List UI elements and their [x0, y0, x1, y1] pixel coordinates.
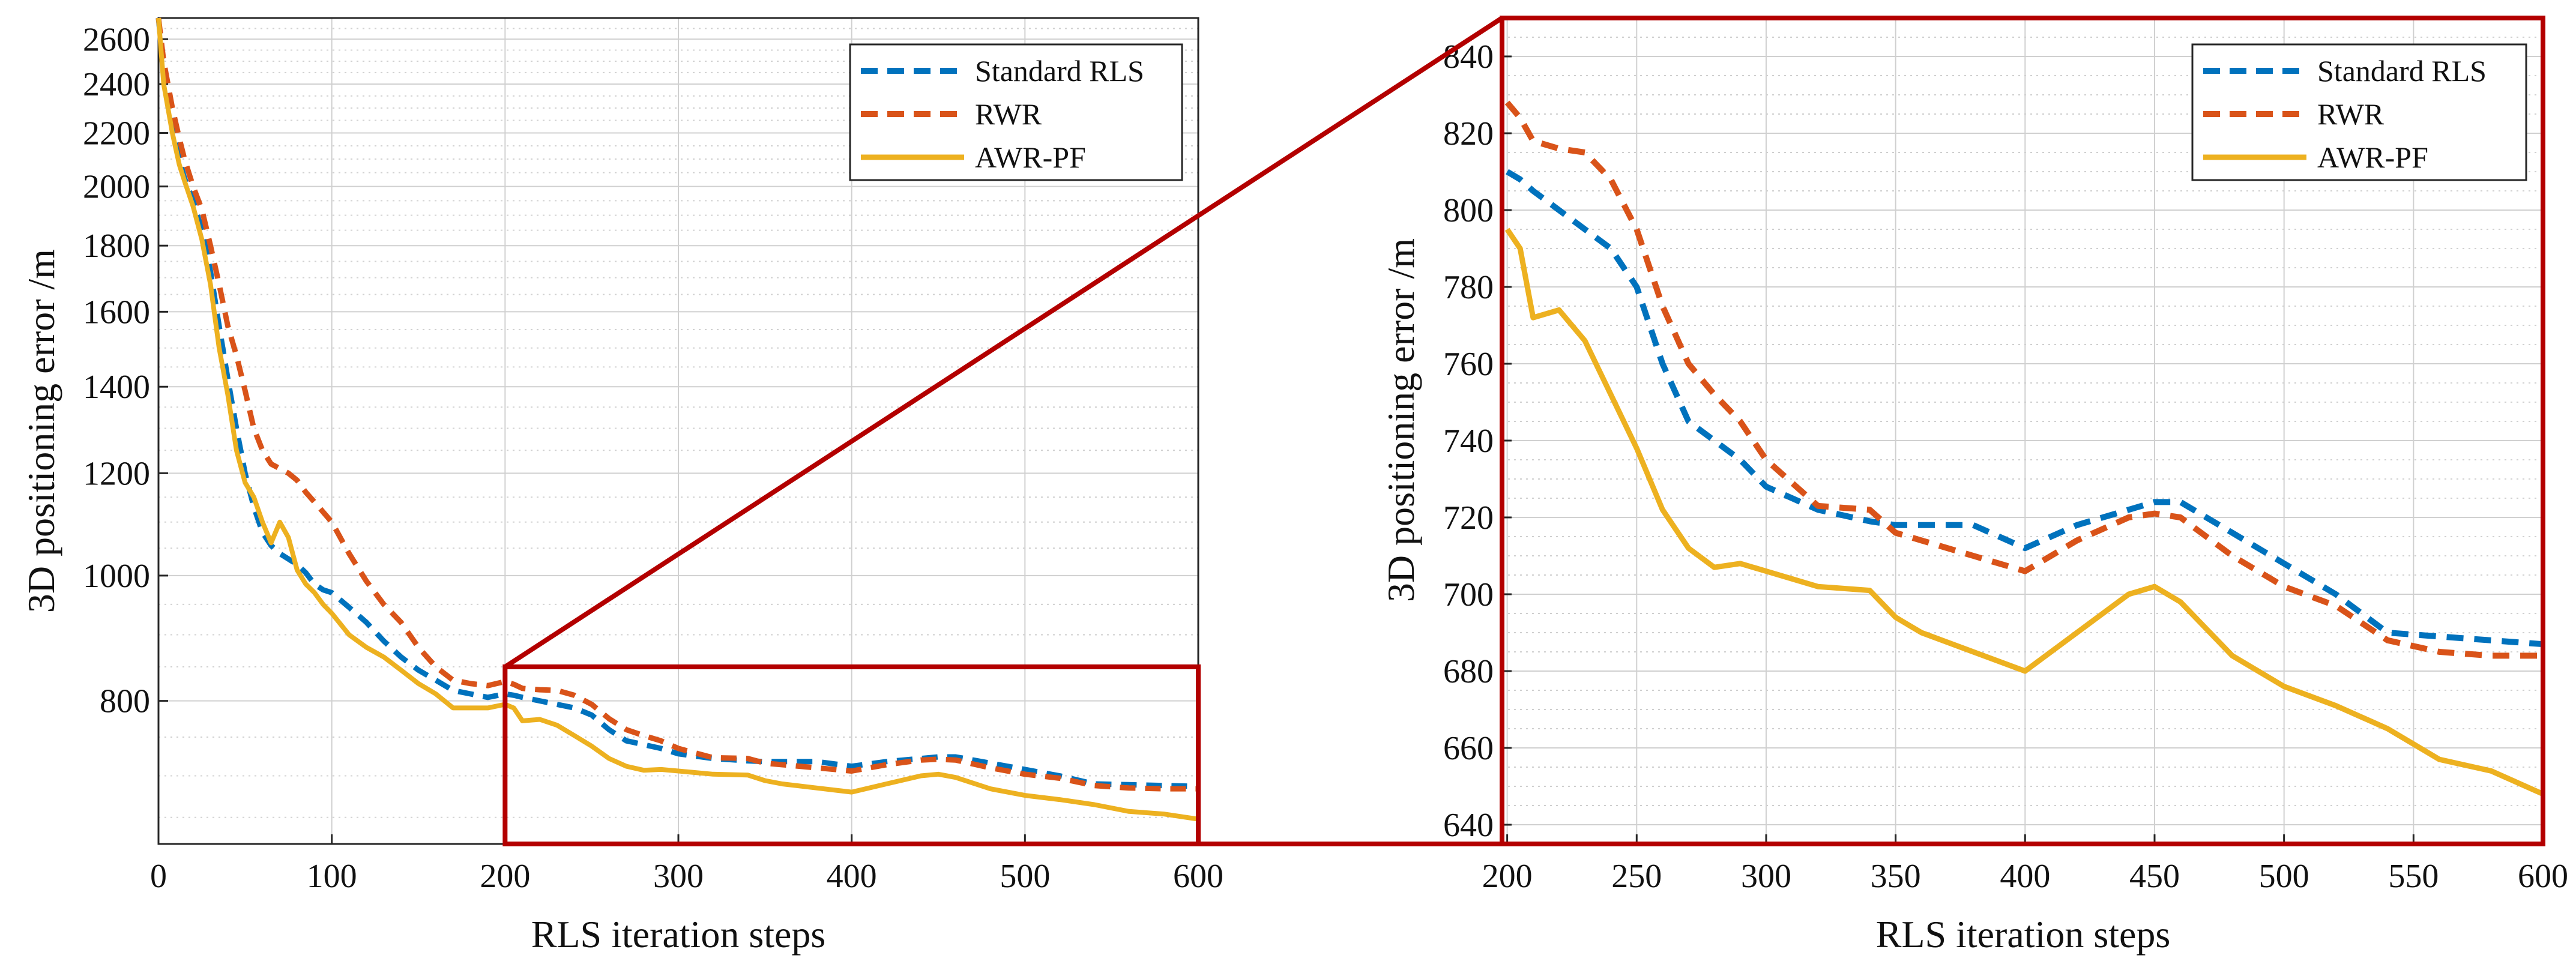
legend-label: AWR-PF: [2317, 140, 2428, 174]
zoom-indicator: [502, 16, 1504, 846]
left-series: [155, 17, 1199, 822]
left-y-tick-label: 1200: [83, 455, 150, 492]
right-series-line-rwr: [1504, 100, 2543, 659]
left-x-tick-label: 400: [827, 858, 877, 895]
right-y-tick-label: 840: [1443, 38, 1494, 76]
left-y-tick-label: 1400: [83, 369, 150, 406]
left-x-tick-label: 300: [653, 858, 704, 895]
legend-label: RWR: [2317, 97, 2384, 131]
right-x-tick-label: 300: [1741, 858, 1791, 895]
left-y-tick-label: 2400: [83, 66, 150, 103]
legend-label: AWR-PF: [975, 140, 1086, 174]
right-series-line-standard-rls: [1506, 169, 2544, 648]
right-x-tick-label: 600: [2518, 858, 2568, 895]
right-x-tick-label: 450: [2129, 858, 2180, 895]
right-x-tick-label: 350: [1871, 858, 1921, 895]
right-y-tick-label: 680: [1443, 653, 1494, 690]
right-ticks: 640 660 680 700 720 740 760 780 800 820 840 200 250 3…: [1443, 16, 2568, 895]
left-y-tick-label: 1600: [83, 294, 150, 331]
right-x-tick-label: 250: [1611, 858, 1662, 895]
left-y-tick-label: 2200: [83, 115, 150, 152]
left-ticks: 800 1000 1200 1400 1600 1800 2000 2200 2400 2600 0…: [83, 21, 1223, 895]
left-x-tick-label: 200: [480, 858, 530, 895]
right-y-tick-label: 700: [1443, 576, 1494, 613]
left-series-line-awr-pf: [156, 17, 1199, 822]
right-y-tick-label: 780: [1443, 269, 1494, 306]
left-series-line-rwr: [155, 17, 1198, 792]
left-y-tick-label: 1800: [83, 227, 150, 265]
left-x-tick-label: 0: [150, 858, 167, 895]
right-y-axis-label: 3D positioning error /m: [1380, 238, 1422, 602]
left-x-tick-label: 600: [1173, 858, 1223, 895]
zoom-connector-top: [504, 16, 1504, 669]
left-y-tick-label: 800: [100, 683, 150, 720]
right-y-tick-label: 720: [1443, 499, 1494, 537]
right-x-tick-label: 200: [1482, 858, 1533, 895]
left-x-tick-label: 100: [307, 858, 357, 895]
left-series-line-standard-rls: [155, 17, 1199, 789]
left-x-axis-label: RLS iteration steps: [531, 913, 826, 956]
right-x-tick-label: 550: [2388, 858, 2439, 895]
right-y-tick-label: 740: [1443, 423, 1494, 460]
right-series: [1504, 100, 2544, 797]
zoom-axes-frame: [1500, 16, 2545, 846]
left-y-tick-label: 1000: [83, 558, 150, 595]
right-series-line-awr-pf: [1504, 227, 2544, 797]
left-y-tick-label: 2600: [83, 21, 150, 58]
right-grid: [1502, 18, 2544, 844]
right-y-tick-label: 800: [1443, 192, 1494, 229]
right-y-tick-label: 760: [1443, 346, 1494, 383]
right-y-tick-label: 640: [1443, 807, 1494, 844]
full-view-panel: 800 1000 1200 1400 1600 1800 2000 2200 2400 2600 0…: [20, 17, 1223, 956]
right-x-tick-label: 400: [2000, 858, 2050, 895]
left-x-tick-label: 500: [1000, 858, 1050, 895]
left-legend: Standard RLS RWR AWR-PF: [849, 43, 1183, 181]
right-x-axis-label: RLS iteration steps: [1876, 913, 2171, 956]
left-y-tick-label: 2000: [83, 169, 150, 206]
legend-label: RWR: [975, 97, 1042, 131]
right-x-tick-label: 500: [2259, 858, 2309, 895]
legend-label: Standard RLS: [975, 54, 1144, 88]
right-y-tick-label: 820: [1443, 115, 1494, 152]
legend-label: Standard RLS: [2317, 54, 2487, 88]
right-legend: Standard RLS RWR AWR-PF: [2191, 43, 2527, 181]
right-y-tick-label: 660: [1443, 730, 1494, 767]
zoom-view-panel: 640 660 680 700 720 740 760 780 800 820 840 200 250 3…: [1380, 16, 2568, 956]
left-y-axis-label: 3D positioning error /m: [20, 249, 62, 613]
